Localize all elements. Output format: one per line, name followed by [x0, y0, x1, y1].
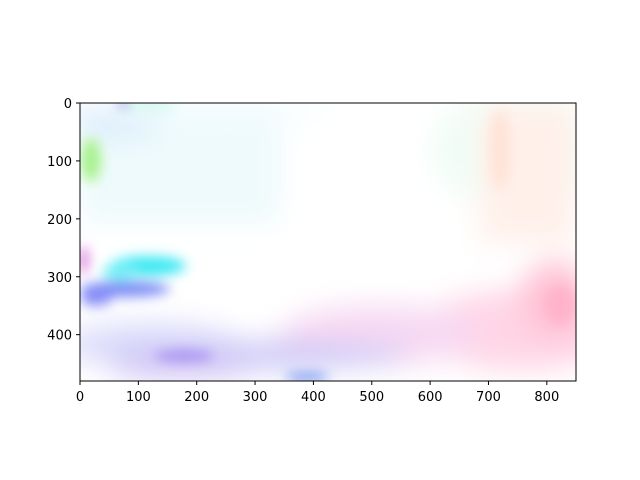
x-tick-label: 0 — [76, 390, 84, 405]
x-tick-label: 500 — [359, 390, 384, 405]
x-tick-label: 300 — [243, 390, 268, 405]
y-tick-label: 400 — [47, 329, 72, 344]
x-tick-label: 200 — [184, 390, 209, 405]
y-axis: 0 100 200 300 400 — [47, 97, 80, 344]
x-tick-label: 100 — [126, 390, 151, 405]
x-tick-label: 600 — [418, 390, 443, 405]
x-tick-label: 400 — [301, 390, 326, 405]
flow-image — [80, 103, 576, 381]
y-tick-label: 300 — [47, 271, 72, 286]
plot-frame — [79, 102, 577, 382]
x-axis: 0 100 200 300 400 500 600 700 800 — [76, 381, 559, 405]
y-tick-label: 0 — [64, 97, 72, 112]
x-tick-label: 700 — [476, 390, 501, 405]
y-tick-label: 100 — [47, 155, 72, 170]
y-tick-label: 200 — [47, 213, 72, 228]
x-tick-label: 800 — [534, 390, 559, 405]
